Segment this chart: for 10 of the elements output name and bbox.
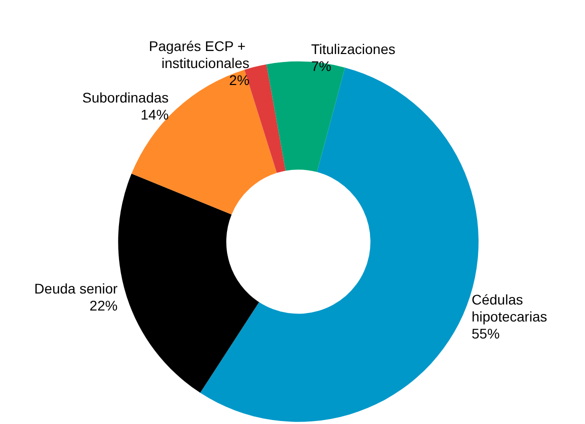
slice-label: Deuda senior [34, 280, 118, 296]
data-label: 55% [472, 326, 500, 342]
slice-label: Titulizaciones [311, 41, 396, 58]
data-label: 22% [90, 297, 118, 314]
slice-label: Cédulas hipotecarias [472, 292, 548, 325]
data-label: 14% [140, 106, 169, 123]
data-label: 2% [229, 72, 250, 88]
slice-label: Pagarés ECP + institucionales [148, 38, 250, 71]
data-label: 7% [311, 58, 332, 74]
slice-label: Subordinadas [82, 90, 169, 106]
